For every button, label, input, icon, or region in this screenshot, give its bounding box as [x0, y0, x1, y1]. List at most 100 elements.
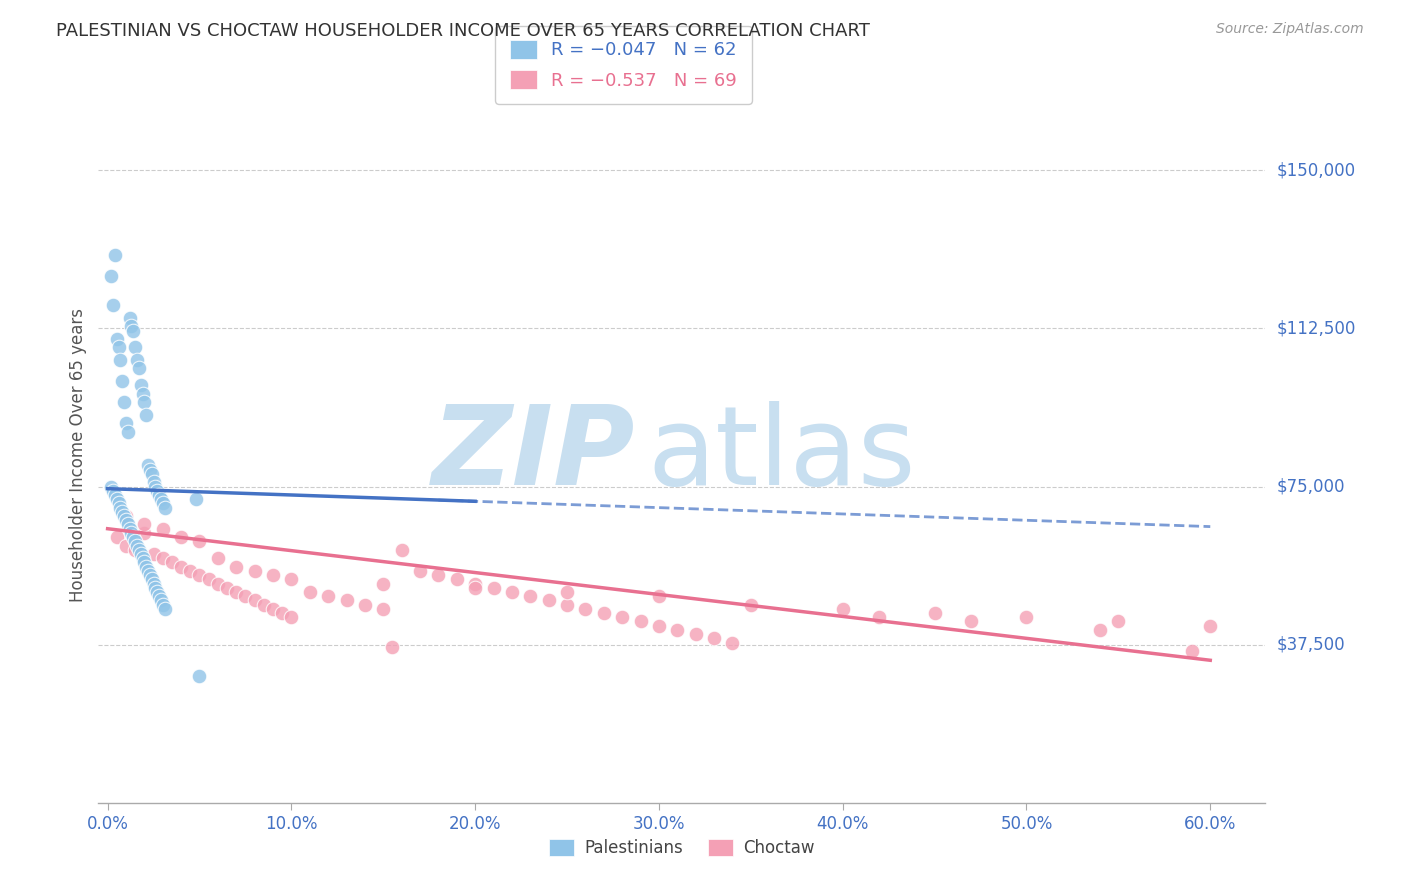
- Point: [141, 572, 163, 586]
- Point: [235, 589, 257, 603]
- Point: [215, 581, 238, 595]
- Point: [110, 500, 132, 515]
- Text: Source: ZipAtlas.com: Source: ZipAtlas.com: [1216, 22, 1364, 37]
- Point: [225, 559, 247, 574]
- Point: [555, 598, 578, 612]
- Point: [128, 361, 150, 376]
- Point: [121, 525, 143, 540]
- Point: [519, 589, 541, 603]
- Point: [298, 585, 321, 599]
- Point: [685, 627, 707, 641]
- Point: [1088, 623, 1111, 637]
- Point: [111, 374, 134, 388]
- Text: $75,000: $75,000: [1277, 477, 1346, 496]
- Point: [124, 534, 146, 549]
- Point: [107, 496, 129, 510]
- Point: [409, 564, 432, 578]
- Point: [427, 568, 450, 582]
- Point: [612, 610, 634, 624]
- Point: [170, 559, 193, 574]
- Point: [105, 332, 128, 346]
- Point: [373, 602, 395, 616]
- Point: [243, 564, 266, 578]
- Point: [1015, 610, 1038, 624]
- Point: [1181, 644, 1204, 658]
- Point: [179, 564, 201, 578]
- Point: [703, 632, 725, 646]
- Point: [721, 635, 744, 649]
- Legend: Palestinians, Choctaw: Palestinians, Choctaw: [543, 832, 821, 864]
- Point: [188, 568, 211, 582]
- Text: atlas: atlas: [647, 401, 915, 508]
- Point: [141, 467, 163, 481]
- Point: [262, 568, 284, 582]
- Point: [118, 310, 141, 325]
- Point: [125, 353, 148, 368]
- Point: [142, 576, 165, 591]
- Point: [391, 542, 413, 557]
- Point: [152, 522, 174, 536]
- Point: [104, 247, 127, 261]
- Point: [160, 556, 183, 570]
- Point: [129, 378, 152, 392]
- Point: [869, 610, 891, 624]
- Point: [253, 598, 276, 612]
- Point: [107, 340, 129, 354]
- Point: [142, 547, 165, 561]
- Point: [152, 551, 174, 566]
- Point: [100, 479, 122, 493]
- Point: [555, 585, 578, 599]
- Point: [134, 517, 156, 532]
- Point: [243, 593, 266, 607]
- Point: [373, 576, 395, 591]
- Point: [131, 386, 153, 401]
- Point: [574, 602, 596, 616]
- Point: [135, 559, 157, 574]
- Point: [149, 492, 172, 507]
- Point: [105, 492, 128, 507]
- Point: [666, 623, 689, 637]
- Point: [153, 500, 176, 515]
- Text: ZIP: ZIP: [432, 401, 636, 508]
- Point: [129, 547, 152, 561]
- Point: [110, 353, 132, 368]
- Point: [115, 509, 138, 524]
- Point: [831, 602, 853, 616]
- Point: [262, 602, 284, 616]
- Point: [134, 525, 156, 540]
- Point: [197, 572, 219, 586]
- Point: [924, 606, 946, 620]
- Point: [381, 640, 404, 654]
- Point: [122, 324, 145, 338]
- Point: [117, 425, 139, 439]
- Point: [482, 581, 505, 595]
- Point: [280, 572, 302, 586]
- Point: [125, 539, 148, 553]
- Point: [354, 598, 377, 612]
- Point: [464, 576, 486, 591]
- Point: [134, 395, 156, 409]
- Point: [145, 479, 167, 493]
- Point: [101, 298, 124, 312]
- Text: $37,500: $37,500: [1277, 636, 1346, 654]
- Point: [128, 542, 150, 557]
- Point: [101, 483, 124, 498]
- Point: [446, 572, 468, 586]
- Point: [207, 576, 229, 591]
- Point: [648, 618, 671, 632]
- Text: $112,500: $112,500: [1277, 319, 1355, 337]
- Point: [134, 556, 156, 570]
- Point: [225, 585, 247, 599]
- Point: [280, 610, 302, 624]
- Point: [112, 395, 135, 409]
- Point: [592, 606, 614, 620]
- Point: [104, 488, 127, 502]
- Point: [316, 589, 339, 603]
- Point: [124, 542, 146, 557]
- Point: [145, 581, 167, 595]
- Text: $150,000: $150,000: [1277, 161, 1355, 179]
- Point: [170, 530, 193, 544]
- Point: [1199, 618, 1222, 632]
- Point: [537, 593, 560, 607]
- Point: [740, 598, 762, 612]
